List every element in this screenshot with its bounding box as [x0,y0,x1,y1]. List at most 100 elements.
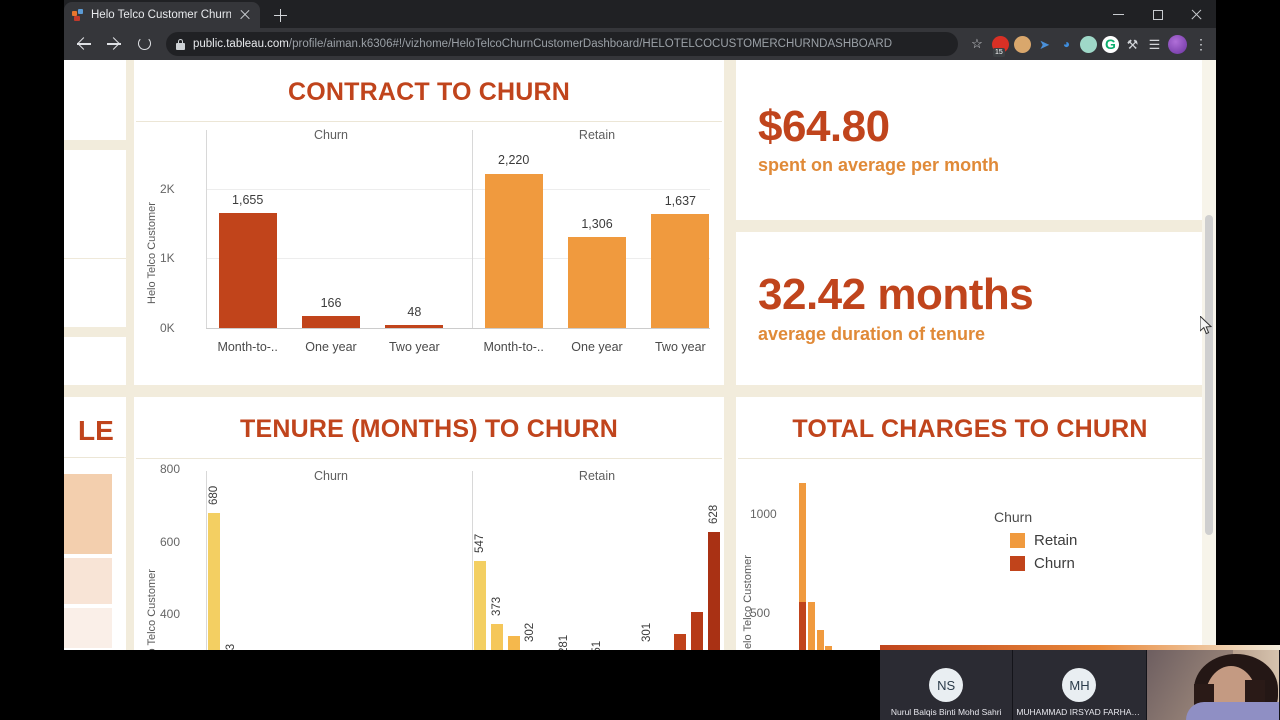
maximize-button[interactable] [1138,0,1177,28]
contract-chart-title: CONTRACT TO CHURN [134,60,724,121]
url-path: /profile/aiman.k6306#!/vizhome/HeloTelco… [288,38,893,50]
total-charges-panel: TOTAL CHARGES TO CHURN Helo Telco Custom… [736,397,1204,650]
forward-button[interactable] [100,30,128,58]
mouse-cursor [1200,316,1213,335]
browser-toolbar: public.tableau.com/profile/aiman.k6306#!… [64,28,1216,60]
charges-y-axis-label: Helo Telco Customer [742,555,754,650]
tenure-pane-header: Churn [313,469,349,483]
contract-y-axis-label: Helo Telco Customer [146,202,158,304]
charges-y-tick: 500 [750,605,771,620]
participant-tile-1[interactable]: NS Nurul Balqis Binti Mohd Sahri [880,650,1014,720]
contract-x-category: One year [305,340,357,354]
charges-chart-title: TOTAL CHARGES TO CHURN [736,397,1204,458]
minimize-button[interactable] [1099,0,1138,28]
charges-bar-retain[interactable] [816,629,824,650]
profile-face-icon[interactable] [1014,35,1031,53]
close-window-button[interactable] [1177,0,1216,28]
puzzle-icon[interactable]: ⚒ [1126,36,1139,52]
reload-button[interactable] [130,30,158,58]
contract-bar-label: 2,220 [498,153,530,168]
contract-bar-label: 1,637 [664,194,696,209]
adblock-icon[interactable]: 15 [992,35,1009,57]
kpi-spend-value: $64.80 [758,101,890,151]
tenure-bar[interactable] [507,635,520,650]
charges-bar-retain[interactable] [825,646,833,650]
left-partial-title: LE [64,397,126,457]
reading-list-icon[interactable]: ☰ [1148,36,1161,52]
charges-legend-row[interactable]: Retain [1010,532,1077,549]
contract-x-category: Month-to-.. [217,340,278,354]
tenure-chart-title: TENURE (MONTHS) TO CHURN [134,397,724,458]
tenure-bar[interactable] [491,623,503,650]
tenure-pane-header: Retain [578,469,616,483]
charges-bar-retain[interactable] [798,482,806,650]
adblock-count: 15 [993,47,1005,57]
tenure-chart-plot[interactable]: Helo Telco Customer200400600800Churn6802… [134,459,724,650]
address-bar[interactable]: public.tableau.com/profile/aiman.k6306#!… [166,32,958,56]
wifi-icon[interactable]: ◕ [1062,36,1071,51]
contract-bar-label: 166 [320,296,342,311]
charges-bar-churn[interactable] [798,601,806,650]
tenure-y-axis-label: Helo Telco Customer [146,569,158,650]
lock-icon [176,38,185,50]
contract-bar[interactable] [302,316,360,328]
tab-title: Helo Telco Customer Churn Dash [91,9,231,21]
scrollbar-thumb[interactable] [1205,215,1213,535]
tenure-bar-label: 301 [641,622,653,642]
contract-bar[interactable] [218,212,277,328]
cursor-icon[interactable]: ➤ [1039,36,1050,52]
charges-legend-row[interactable]: Churn [1010,555,1077,572]
tableau-dashboard: CONTRACT TO CHURN Helo Telco Customer 0K 1… [64,60,1208,650]
contract-pane-header: Retain [578,128,616,142]
tab-list: Helo Telco Customer Churn Dash [64,0,294,28]
tenure-bar[interactable] [707,531,720,650]
contract-y-tick: 0K [160,321,175,335]
tenure-bar-label: 547 [474,533,487,553]
contract-chart-plot[interactable]: Helo Telco Customer 0K 1K 2K Churn 1,655 Month… [134,122,724,377]
avatar[interactable] [1168,34,1187,54]
charges-bar-retain[interactable] [807,601,815,650]
tenure-bar[interactable] [691,612,703,650]
page-viewport: CONTRACT TO CHURN Helo Telco Customer 0K 1… [64,60,1216,650]
contract-to-churn-panel: CONTRACT TO CHURN Helo Telco Customer 0K 1… [134,60,724,385]
contract-bar[interactable] [385,324,444,328]
contract-pane-divider [206,130,207,328]
back-button[interactable] [70,30,98,58]
tab-helo-telco-dashboard[interactable]: Helo Telco Customer Churn Dash [64,2,260,28]
participant-tile-webcam[interactable] [1146,650,1280,720]
contract-x-category: Two year [388,340,440,354]
grammarly-icon[interactable]: G [1102,35,1119,53]
participant-tile-2[interactable]: MH MUHAMMAD IRSYAD FARHAN BIN... [1013,650,1147,720]
tenure-bar[interactable] [208,512,221,650]
charges-legend-swatch [1010,556,1025,571]
contract-bar-label: 48 [407,304,422,319]
tableau-favicon [72,9,84,21]
close-tab-icon[interactable] [238,8,252,22]
url-host: public.tableau.com [193,38,289,50]
left-partial-treemap [64,458,126,650]
contract-bar[interactable] [484,173,543,328]
tenure-bar-label: 373 [491,596,503,616]
contract-y-tick: 2K [160,181,175,196]
tenure-pane-divider [206,471,207,650]
contract-y-tick: 1K [160,251,175,266]
charges-legend-label: Retain [1034,532,1078,549]
contract-bar[interactable] [568,237,626,328]
tenure-to-churn-panel: TENURE (MONTHS) TO CHURN Helo Telco Cust… [134,397,724,650]
bookmark-star-icon[interactable]: ☆ [971,36,983,51]
ghost-icon[interactable] [1080,35,1097,53]
contract-bar[interactable] [651,214,710,328]
page-scrollbar[interactable] [1202,60,1216,650]
participant-initials: NS [929,668,964,702]
new-tab-button[interactable] [266,2,294,28]
tenure-bar[interactable] [474,560,487,650]
contract-bar-label: 1,306 [581,217,613,232]
tenure-bar-label: 281 [557,634,570,650]
charges-chart-plot[interactable]: Helo Telco Customer05001000ChurnRetainCh… [736,459,1204,650]
kpi-tenure-caption: average duration of tenure [758,323,986,344]
charges-legend-swatch [1010,533,1025,548]
charges-y-tick: 1000 [750,507,777,522]
chrome-menu-icon[interactable]: ⋮ [1194,36,1208,52]
contract-x-category: One year [571,340,623,354]
tenure-bar[interactable] [674,634,687,650]
